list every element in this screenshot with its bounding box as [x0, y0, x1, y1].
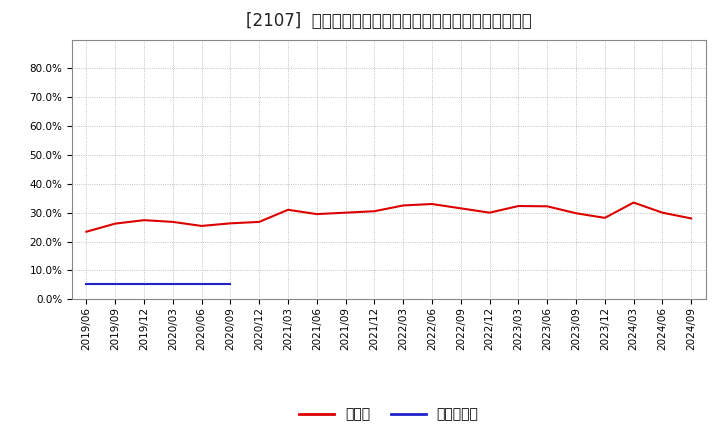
現預金 — [399, 203, 408, 208]
現預金 — [687, 216, 696, 221]
現預金 — [197, 223, 206, 228]
有利子負債 — [226, 282, 235, 287]
現預金 — [543, 204, 552, 209]
有利子負債 — [140, 282, 148, 287]
現預金 — [341, 210, 350, 215]
Legend: 現預金, 有利子負債: 現預金, 有利子負債 — [294, 402, 484, 427]
現預金 — [140, 217, 148, 223]
有利子負債 — [111, 282, 120, 287]
現預金 — [312, 212, 321, 217]
現預金 — [226, 221, 235, 226]
現預金 — [600, 215, 609, 220]
Line: 現預金: 現預金 — [86, 202, 691, 232]
現預金 — [456, 205, 465, 211]
Title: [2107]  現預金、有利子負債の総資産に対する比率の推移: [2107] 現預金、有利子負債の総資産に対する比率の推移 — [246, 12, 531, 30]
現預金 — [572, 211, 580, 216]
現預金 — [370, 209, 379, 214]
有利子負債 — [168, 282, 177, 287]
現預金 — [485, 210, 494, 215]
有利子負債 — [197, 282, 206, 287]
現預金 — [168, 219, 177, 224]
現預金 — [82, 229, 91, 235]
有利子負債 — [82, 282, 91, 287]
現預金 — [284, 207, 292, 213]
現預金 — [111, 221, 120, 226]
現預金 — [629, 200, 638, 205]
現預金 — [428, 202, 436, 207]
現預金 — [514, 203, 523, 209]
現預金 — [658, 210, 667, 215]
現預金 — [255, 219, 264, 224]
